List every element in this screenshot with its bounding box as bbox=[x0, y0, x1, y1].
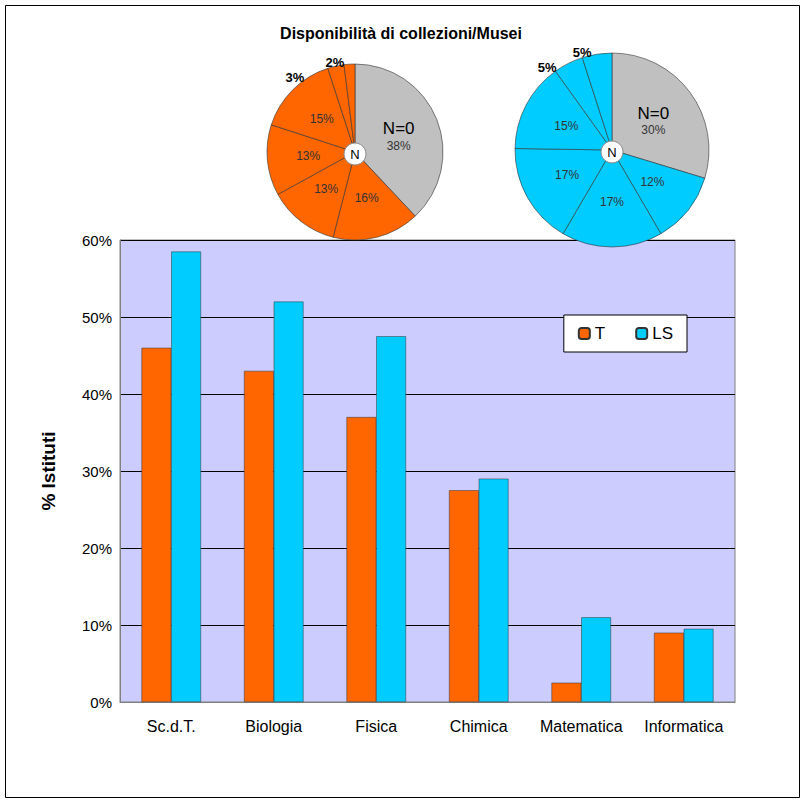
svg-text:15%: 15% bbox=[554, 119, 578, 133]
svg-text:5%: 5% bbox=[538, 60, 557, 75]
svg-text:T: T bbox=[595, 324, 605, 343]
svg-text:10%: 10% bbox=[82, 617, 112, 634]
svg-text:Disponibilità di collezioni/Mu: Disponibilità di collezioni/Musei bbox=[280, 25, 522, 42]
svg-text:Fisica: Fisica bbox=[355, 718, 397, 735]
svg-text:N: N bbox=[350, 147, 359, 162]
svg-text:2%: 2% bbox=[326, 55, 345, 70]
svg-text:50%: 50% bbox=[82, 309, 112, 326]
svg-text:N: N bbox=[607, 145, 616, 160]
svg-text:17%: 17% bbox=[555, 168, 579, 182]
svg-text:16%: 16% bbox=[355, 191, 379, 205]
svg-text:3%: 3% bbox=[286, 70, 305, 85]
svg-text:Biologia: Biologia bbox=[245, 718, 302, 735]
svg-text:13%: 13% bbox=[314, 182, 338, 196]
svg-text:12%: 12% bbox=[640, 175, 664, 189]
svg-text:Sc.d.T.: Sc.d.T. bbox=[147, 718, 196, 735]
svg-text:Matematica: Matematica bbox=[540, 718, 623, 735]
svg-text:60%: 60% bbox=[82, 232, 112, 249]
svg-text:40%: 40% bbox=[82, 386, 112, 403]
svg-text:0%: 0% bbox=[90, 694, 112, 711]
svg-text:Chimica: Chimica bbox=[450, 718, 508, 735]
svg-text:Informatica: Informatica bbox=[644, 718, 723, 735]
svg-text:17%: 17% bbox=[600, 195, 624, 209]
svg-text:38%: 38% bbox=[387, 139, 411, 153]
svg-text:30%: 30% bbox=[82, 463, 112, 480]
svg-text:20%: 20% bbox=[82, 540, 112, 557]
svg-text:30%: 30% bbox=[641, 123, 665, 137]
svg-text:15%: 15% bbox=[310, 112, 334, 126]
svg-text:13%: 13% bbox=[296, 149, 320, 163]
svg-text:% Istituti: % Istituti bbox=[38, 431, 59, 510]
svg-text:LS: LS bbox=[652, 324, 673, 343]
svg-text:5%: 5% bbox=[573, 45, 592, 60]
svg-text:N=0: N=0 bbox=[383, 119, 415, 138]
svg-text:N=0: N=0 bbox=[638, 104, 670, 123]
